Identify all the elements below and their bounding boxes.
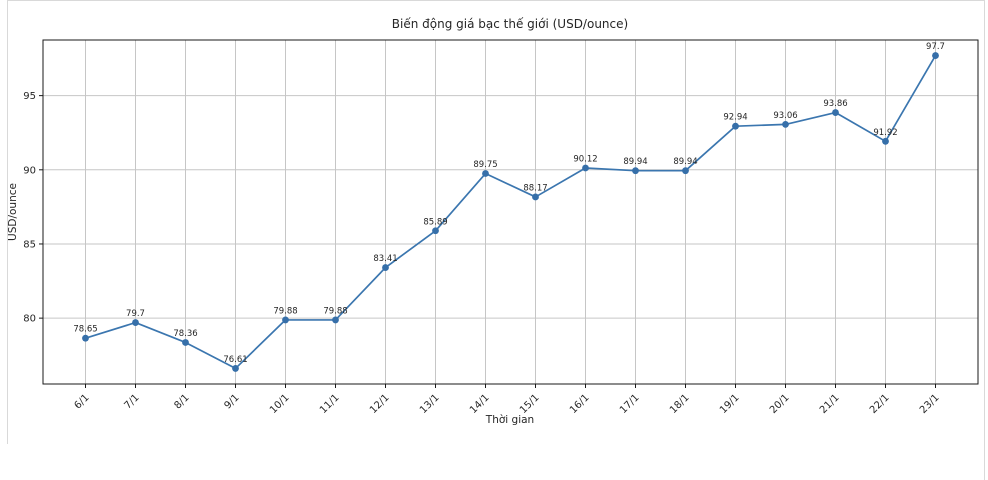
price-series <box>82 52 939 372</box>
data-point-marker <box>732 122 739 130</box>
point-value-label: 88.17 <box>523 183 547 193</box>
axis-ticks: 6/1 7/1 8/1 9/1 10/1 11/1 12/1 13/1 14/1 15/1 16/1… <box>23 91 941 416</box>
point-value-label: 78.36 <box>173 329 197 339</box>
y-tick-label: 90 <box>23 165 36 176</box>
data-point-marker <box>82 334 89 342</box>
x-tick-label: 19/1 <box>718 392 742 416</box>
point-value-label: 89.94 <box>623 157 647 167</box>
point-value-label: 76.61 <box>223 355 247 365</box>
data-point-marker <box>532 193 539 201</box>
x-tick-label: 7/1 <box>122 392 141 411</box>
x-tick-label: 6/1 <box>72 392 91 411</box>
point-value-label: 89.75 <box>473 160 497 170</box>
point-value-label: 90.12 <box>573 155 597 165</box>
point-value-labels: 78.65 79.7 78.36 76.61 79.88 79.88 83.41 85.89 8… <box>73 42 945 365</box>
data-point-marker <box>882 137 889 145</box>
price-line <box>84 54 937 370</box>
x-tick-label: 12/1 <box>368 392 392 416</box>
point-value-label: 92.94 <box>723 113 747 123</box>
point-value-label: 78.65 <box>73 325 97 335</box>
data-point-marker <box>682 167 689 175</box>
x-tick-label: 15/1 <box>518 392 542 416</box>
point-value-label: 79.7 <box>126 309 145 319</box>
point-value-label: 93.86 <box>823 99 847 109</box>
point-value-label: 97.7 <box>926 42 945 52</box>
x-tick-label: 9/1 <box>222 392 241 411</box>
x-tick-label: 8/1 <box>172 392 191 411</box>
data-point-marker <box>182 339 189 346</box>
panel-border-top <box>7 0 984 1</box>
data-point-marker <box>932 52 939 59</box>
x-tick-label: 23/1 <box>918 392 942 416</box>
x-tick-label: 17/1 <box>618 392 642 416</box>
x-tick-label: 18/1 <box>668 392 692 416</box>
data-point-marker <box>382 264 389 271</box>
x-tick-label: 14/1 <box>468 392 492 416</box>
data-point-marker <box>782 121 789 128</box>
axes-spines <box>42 39 979 385</box>
chart-title: Biến động giá bạc thế giới (USD/ounce) <box>392 17 628 31</box>
x-tick-label: 22/1 <box>868 392 892 416</box>
gridlines <box>43 40 978 384</box>
x-tick-label: 21/1 <box>818 392 842 416</box>
y-tick-label: 95 <box>23 91 36 102</box>
data-point-marker <box>482 170 489 177</box>
data-point-marker <box>232 365 239 372</box>
plot-frame <box>42 39 979 385</box>
data-point-marker <box>332 316 339 324</box>
point-value-label: 85.89 <box>423 217 447 227</box>
x-axis-label: Thời gian <box>485 414 534 426</box>
x-tick-label: 13/1 <box>418 392 442 416</box>
y-tick-label: 85 <box>23 239 36 250</box>
point-value-label: 91.92 <box>873 128 897 138</box>
x-tick-label: 10/1 <box>268 392 292 416</box>
panel-border-left <box>7 0 8 444</box>
data-point-marker <box>832 109 839 116</box>
point-value-label: 89.94 <box>673 157 697 167</box>
panel-border-right <box>984 0 985 480</box>
x-tick-label: 11/1 <box>318 392 342 416</box>
point-value-label: 83.41 <box>373 254 397 264</box>
point-value-label: 93.06 <box>773 111 797 121</box>
point-value-label: 79.88 <box>323 306 347 316</box>
x-tick-label: 20/1 <box>768 392 792 416</box>
data-point-marker <box>632 167 639 175</box>
data-point-marker <box>282 316 289 324</box>
data-point-marker <box>132 319 139 326</box>
data-point-marker <box>582 164 589 172</box>
data-point-marker <box>432 227 439 235</box>
point-value-label: 79.88 <box>273 306 297 316</box>
x-tick-label: 16/1 <box>568 392 592 416</box>
y-tick-label: 80 <box>23 314 36 325</box>
y-axis-label: USD/ounce <box>7 183 19 241</box>
